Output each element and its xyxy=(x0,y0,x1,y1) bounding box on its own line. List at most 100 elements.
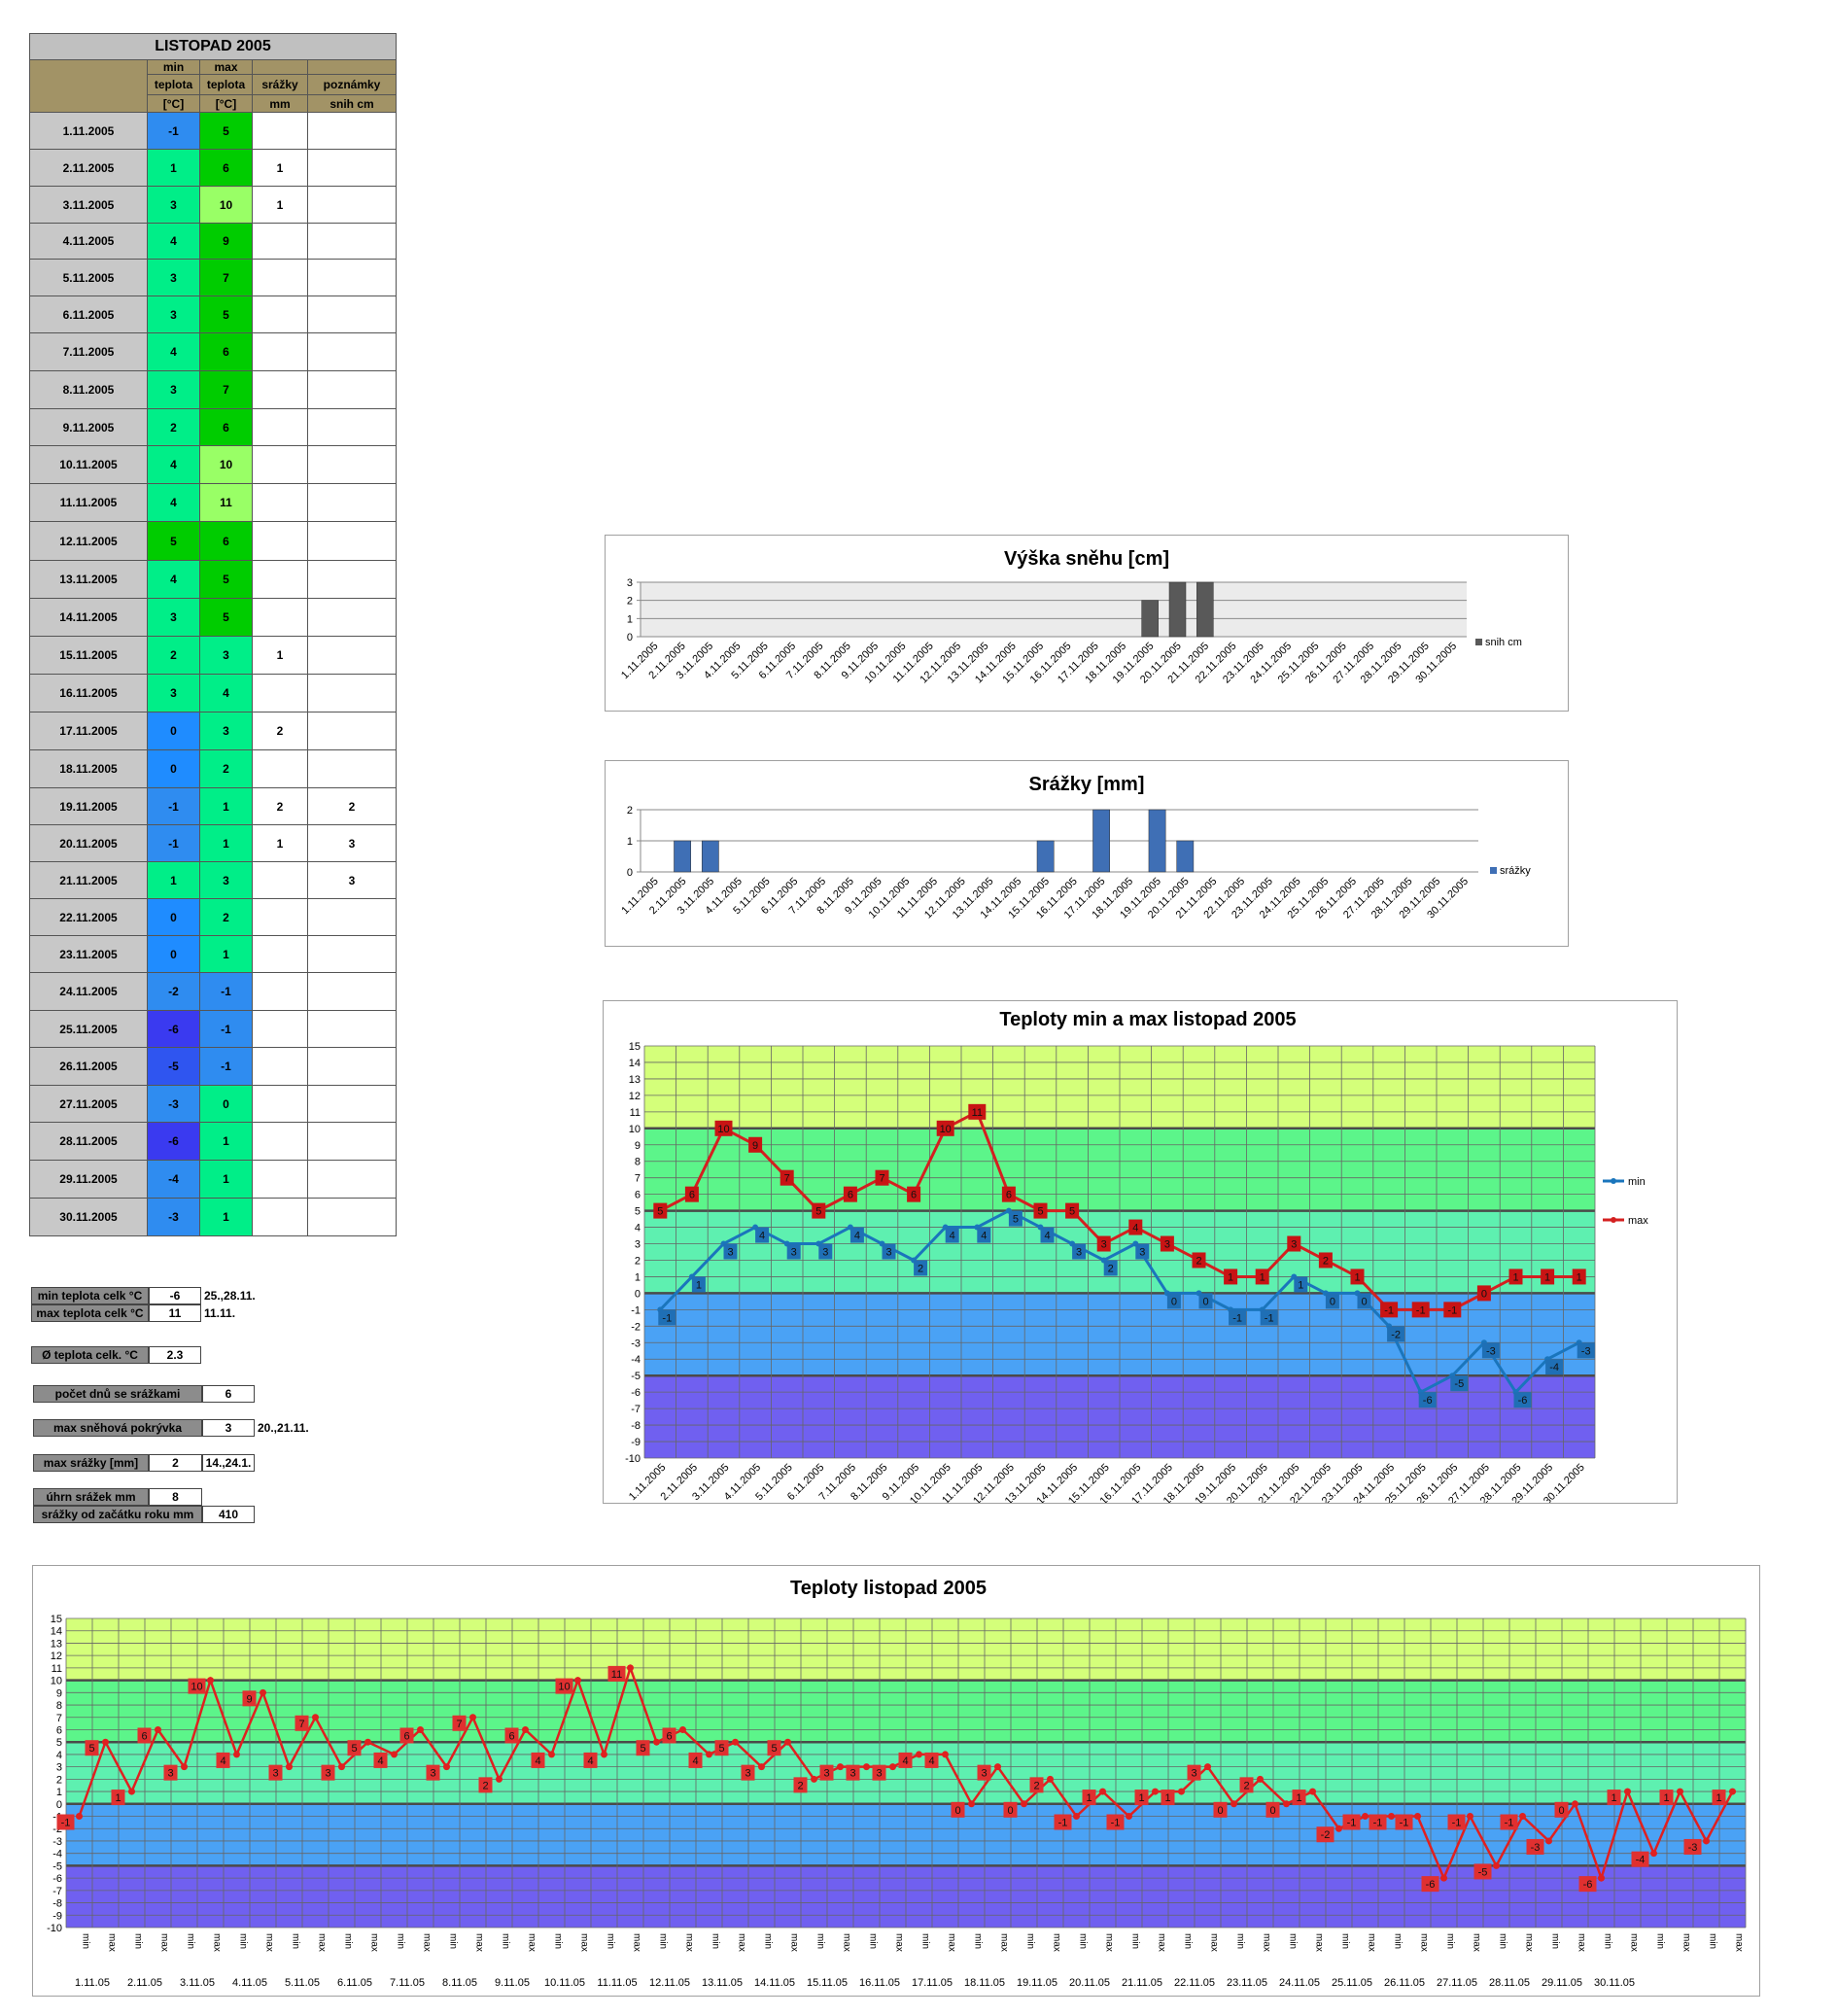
y-tick-label: 1 xyxy=(627,836,633,848)
row-note xyxy=(307,223,397,260)
row-date: 29.11.2005 xyxy=(29,1160,148,1199)
data-label-box xyxy=(1054,1814,1072,1830)
x-tick-label: min xyxy=(1550,1933,1561,1949)
data-label-min-box xyxy=(1545,1359,1564,1375)
data-label-min-box xyxy=(1229,1309,1247,1326)
table-row: 23.11.2005 0 1 xyxy=(29,935,397,973)
data-label-box xyxy=(555,1678,573,1694)
data-label: 3 xyxy=(272,1768,278,1780)
day-label: 18.11.05 xyxy=(964,1977,1005,1989)
bar xyxy=(1176,840,1195,873)
series-point xyxy=(889,1763,896,1771)
data-label: 1 xyxy=(1296,1792,1301,1804)
row-min-temp: -3 xyxy=(147,1085,200,1123)
data-label-max: 9 xyxy=(752,1140,758,1152)
day-label: 11.11.05 xyxy=(597,1977,637,1989)
series-point xyxy=(1493,1861,1500,1869)
table-body: 1.11.2005 -1 5 2.11.2005 1 6 1 3.11.2005 3 10 1 4.1… xyxy=(29,112,397,1236)
row-min-temp: 5 xyxy=(147,521,200,561)
series-point xyxy=(1230,1800,1237,1808)
data-label-max-box xyxy=(1160,1235,1174,1252)
data-label-max: 6 xyxy=(848,1190,853,1201)
row-note xyxy=(307,560,397,599)
table-title: LISTOPAD 2005 xyxy=(29,33,397,60)
data-label-max: 3 xyxy=(1291,1239,1297,1251)
data-label: 1 xyxy=(1164,1792,1170,1804)
legend-marker xyxy=(1611,1217,1616,1223)
x-tick-label: max xyxy=(264,1933,275,1952)
row-min-temp: 4 xyxy=(147,560,200,599)
data-label-box xyxy=(137,1727,152,1744)
row-date: 4.11.2005 xyxy=(29,223,148,260)
data-label-min: -1 xyxy=(662,1312,672,1324)
data-label: 1 xyxy=(1138,1792,1144,1804)
series-line-min xyxy=(659,1208,1580,1395)
data-label: 0 xyxy=(1217,1805,1223,1817)
data-label: -2 xyxy=(1321,1829,1331,1841)
legend-marker xyxy=(1611,1178,1616,1184)
x-tick-label: min xyxy=(711,1933,721,1949)
series-point xyxy=(417,1725,424,1733)
legend-marker xyxy=(1490,867,1497,874)
series-point xyxy=(1362,1813,1369,1821)
data-label-min-box xyxy=(1008,1210,1022,1227)
y-tick-label: 0 xyxy=(627,632,633,643)
data-label-max-box xyxy=(875,1169,889,1186)
row-date: 3.11.2005 xyxy=(29,186,148,224)
data-label-min-box xyxy=(786,1243,801,1260)
row-rain xyxy=(252,749,308,788)
x-tick-label: max xyxy=(422,1933,433,1952)
series-point xyxy=(916,1751,922,1758)
data-label-min: -6 xyxy=(1423,1395,1433,1407)
data-label-max: 5 xyxy=(815,1206,821,1218)
row-rain xyxy=(252,370,308,409)
data-label-max-box xyxy=(968,1103,987,1120)
data-label-min-box xyxy=(755,1227,770,1243)
x-tick-label: max xyxy=(1104,1933,1115,1952)
data-label: 10 xyxy=(191,1682,202,1693)
header-min: min xyxy=(147,59,200,75)
data-label-min-box xyxy=(882,1243,896,1260)
data-label-box xyxy=(688,1752,703,1768)
data-label-min: 3 xyxy=(1139,1247,1145,1259)
data-label-min: 5 xyxy=(1013,1214,1019,1226)
data-label: 0 xyxy=(1007,1805,1013,1817)
row-date: 28.11.2005 xyxy=(29,1122,148,1161)
row-date: 24.11.2005 xyxy=(29,972,148,1011)
data-label-max-box xyxy=(1192,1252,1206,1269)
x-tick-label: min xyxy=(973,1933,984,1949)
day-label: 19.11.05 xyxy=(1017,1977,1057,1989)
row-min-temp: -4 xyxy=(147,1160,200,1199)
data-label-min-box xyxy=(691,1276,706,1293)
row-note xyxy=(307,674,397,713)
legend-marker xyxy=(1475,639,1482,645)
data-label-min: 1 xyxy=(696,1279,702,1291)
summary-snow-note: 20.,21.11. xyxy=(258,1421,309,1435)
series-point xyxy=(653,1738,660,1746)
data-label-min-box xyxy=(1103,1260,1118,1276)
y-tick-label: -2 xyxy=(631,1321,641,1333)
x-tick-label: max xyxy=(737,1933,747,1952)
x-tick-label: min xyxy=(658,1933,669,1949)
summary-min-note: 25.,28.11. xyxy=(204,1289,256,1303)
data-label-min-box xyxy=(914,1260,928,1276)
row-max-temp: 3 xyxy=(199,861,253,899)
data-label-box xyxy=(1526,1838,1544,1855)
data-label: -5 xyxy=(1478,1866,1488,1878)
data-label-min-box xyxy=(1418,1392,1437,1408)
row-max-temp: 1 xyxy=(199,1122,253,1161)
table-row: 15.11.2005 2 3 1 xyxy=(29,636,397,675)
data-label-min-box xyxy=(849,1227,864,1243)
data-label: -6 xyxy=(1583,1879,1593,1891)
x-tick-label: max xyxy=(1419,1933,1430,1952)
row-date: 16.11.2005 xyxy=(29,674,148,713)
x-tick-label: max xyxy=(1367,1933,1377,1952)
data-label: 3 xyxy=(167,1768,173,1780)
data-label-box xyxy=(1003,1801,1018,1818)
row-date: 26.11.2005 xyxy=(29,1047,148,1086)
y-tick-label: 2 xyxy=(635,1255,641,1267)
summary-max-row: max teplota celk °C 11 11.11. xyxy=(31,1304,235,1322)
data-label-max-box xyxy=(1065,1202,1080,1219)
row-max-temp: 7 xyxy=(199,259,253,296)
row-date: 21.11.2005 xyxy=(29,861,148,899)
